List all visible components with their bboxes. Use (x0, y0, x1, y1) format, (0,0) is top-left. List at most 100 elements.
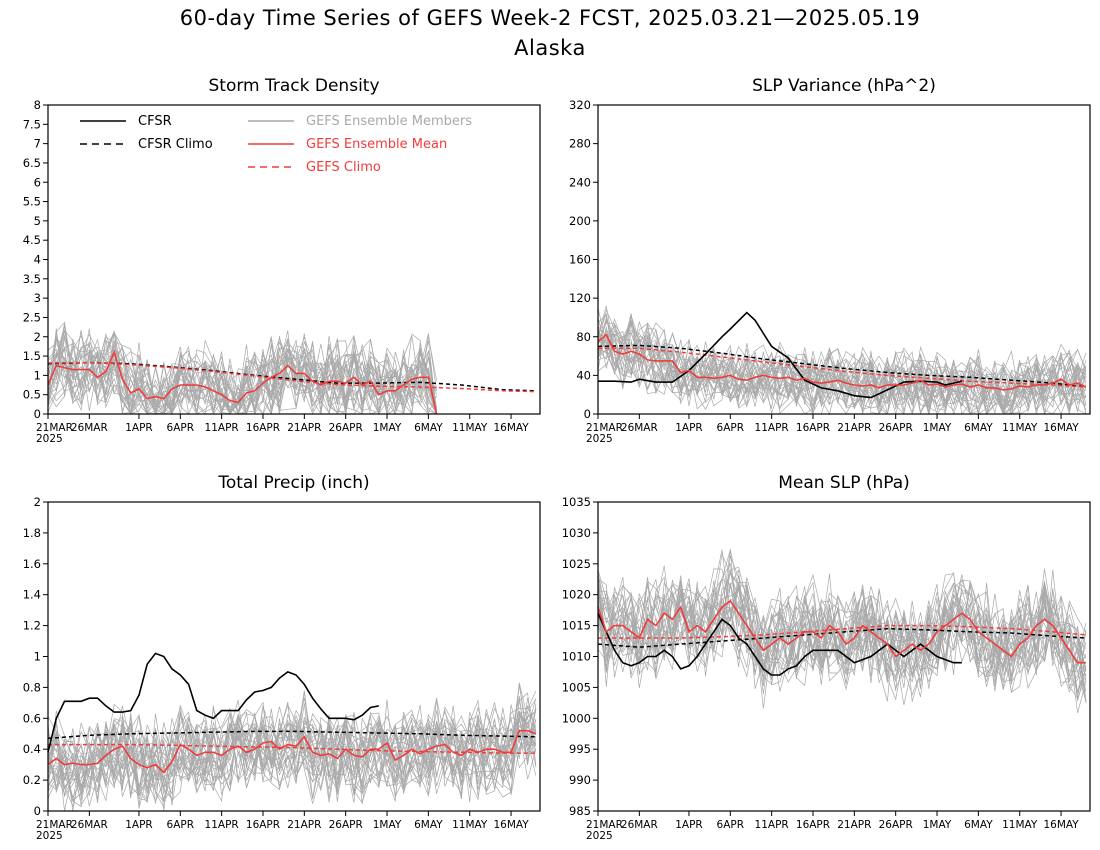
legend-members-label: GEFS Ensemble Members (306, 114, 472, 129)
panel-title: Total Precip (inch) (217, 473, 369, 493)
ensemble-member-line (597, 326, 1087, 416)
x-tick-label: 26APR (879, 819, 913, 831)
year-label: 2025 (36, 433, 63, 445)
ensemble-member-line (597, 320, 1087, 415)
chart-slp-variance: SLP Variance (hPa^2) 0 40 80 120 160 200 240 280… (569, 76, 1091, 445)
y-tick-label: 280 (569, 137, 591, 151)
series-gefs-climo (47, 361, 536, 393)
x-tick-label: 11APR (755, 422, 789, 434)
y-tick-label: 0 (34, 407, 41, 421)
series-cfsr-climo (47, 361, 536, 392)
panel-title: Storm Track Density (208, 76, 379, 96)
legend-cfsr-climo-label: CFSR Climo (138, 137, 213, 152)
ensemble-members (47, 321, 437, 416)
x-tick-label: 21APR (837, 422, 871, 434)
x-tick-label: 1MAY (923, 819, 952, 831)
x-tick-label: 21MAR (36, 422, 73, 434)
ensemble-member-line (47, 707, 537, 807)
x-tick-label: 6MAY (414, 819, 443, 831)
y-tick-label: 1.8 (23, 526, 41, 540)
x-tick-label: 26MAR (621, 422, 658, 434)
y-tick-label: 4 (34, 253, 41, 267)
ensemble-member-line (47, 326, 437, 416)
x-tick-label: 1MAY (923, 422, 952, 434)
x-tick-label: 26MAR (621, 819, 658, 831)
x-tick-label: 11MAY (452, 422, 488, 434)
y-tick-label: 4.5 (23, 233, 41, 247)
x-tick-label: 6MAY (964, 819, 993, 831)
y-tick-label: 2 (34, 330, 41, 344)
x-tick-label: 16MAY (1043, 422, 1079, 434)
ensemble-member-line (47, 712, 536, 809)
ensemble-member-line (47, 338, 437, 415)
y-tick-label: 6.5 (23, 156, 41, 170)
ensemble-member-line (47, 690, 537, 799)
x-tick-label: 6APR (167, 422, 195, 434)
y-tick-label: 0.5 (23, 388, 41, 402)
y-tick-label: 1.6 (23, 557, 41, 571)
x-tick-label: 21APR (837, 819, 871, 831)
y-tick-label: 0 (34, 804, 41, 818)
ensemble-member-line (597, 549, 1087, 695)
y-tick-label: 1030 (562, 526, 591, 540)
ensemble-member-line (597, 313, 1087, 403)
x-tick-label: 1APR (125, 422, 153, 434)
y-tick-label: 6 (34, 175, 41, 189)
ensemble-member-line (597, 578, 1087, 693)
x-tick-label: 11MAY (1002, 819, 1038, 831)
y-tick-label: 80 (576, 330, 591, 344)
y-tick-label: 985 (569, 804, 591, 818)
ensemble-member-line (47, 716, 536, 798)
chart-total-precip: Total Precip (inch) 0 0.2 0.4 0.6 0.8 1 1.2 1.4 1… (23, 473, 541, 842)
x-tick-label: 26MAR (71, 422, 108, 434)
figure-subtitle: Alaska (514, 36, 586, 60)
y-tick-label: 3.5 (23, 272, 41, 286)
series-gefs-climo (598, 347, 1086, 388)
ensemble-member-line (597, 549, 1087, 700)
y-tick-label: 0.2 (23, 773, 41, 787)
series-gefs-ensemble-mean (597, 599, 1086, 664)
year-label: 2025 (36, 830, 63, 842)
y-tick-label: 120 (569, 291, 591, 305)
x-tick-label: 11APR (205, 422, 239, 434)
y-tick-label: 8 (34, 98, 41, 112)
x-tick-label: 16APR (796, 422, 830, 434)
y-tick-label: 320 (569, 98, 591, 112)
ensemble-member-line (597, 338, 1087, 415)
series-cfsr (47, 652, 379, 753)
chart-storm-track-density: Storm Track Density 0 0.5 1 1.5 2 2.5 3 3.5 4 4.5 5… (23, 76, 541, 445)
y-tick-label: 5.5 (23, 195, 41, 209)
y-tick-label: 2 (34, 495, 41, 509)
series-gefs-ensemble-mean (597, 333, 1087, 391)
x-tick-label: 6APR (167, 819, 195, 831)
ensemble-member-line (47, 346, 437, 416)
series-cfsr-climo (597, 344, 1086, 388)
x-tick-label: 21MAR (36, 819, 73, 831)
x-tick-label: 1MAY (373, 819, 402, 831)
panel-title: Mean SLP (hPa) (778, 473, 910, 493)
y-tick-label: 7 (34, 137, 41, 151)
ensemble-member-line (597, 574, 1087, 683)
x-tick-label: 11APR (205, 819, 239, 831)
x-tick-label: 1APR (675, 422, 703, 434)
x-tick-label: 26APR (329, 819, 363, 831)
y-tick-label: 1000 (562, 711, 591, 725)
series-cfsr (597, 612, 962, 676)
ensemble-member-line (597, 581, 1087, 683)
series-gefs-climo (598, 624, 1086, 639)
y-tick-label: 0.4 (23, 742, 41, 756)
y-tick-label: 1.2 (23, 619, 41, 633)
y-tick-label: 3 (34, 291, 41, 305)
chart-mean-slp: Mean SLP (hPa) 985 990 995 1000 1005 1010 1015 1… (562, 473, 1091, 842)
x-tick-label: 16MAY (1043, 819, 1079, 831)
ensemble-member-line (597, 336, 1087, 416)
ensemble-member-line (47, 705, 537, 806)
y-tick-label: 40 (576, 368, 591, 382)
year-label: 2025 (586, 830, 613, 842)
ensemble-member-line (47, 699, 537, 807)
x-tick-label: 21MAR (586, 422, 623, 434)
x-tick-label: 16MAY (493, 422, 529, 434)
ensemble-member-line (47, 329, 437, 416)
ensemble-member-line (597, 338, 1087, 415)
